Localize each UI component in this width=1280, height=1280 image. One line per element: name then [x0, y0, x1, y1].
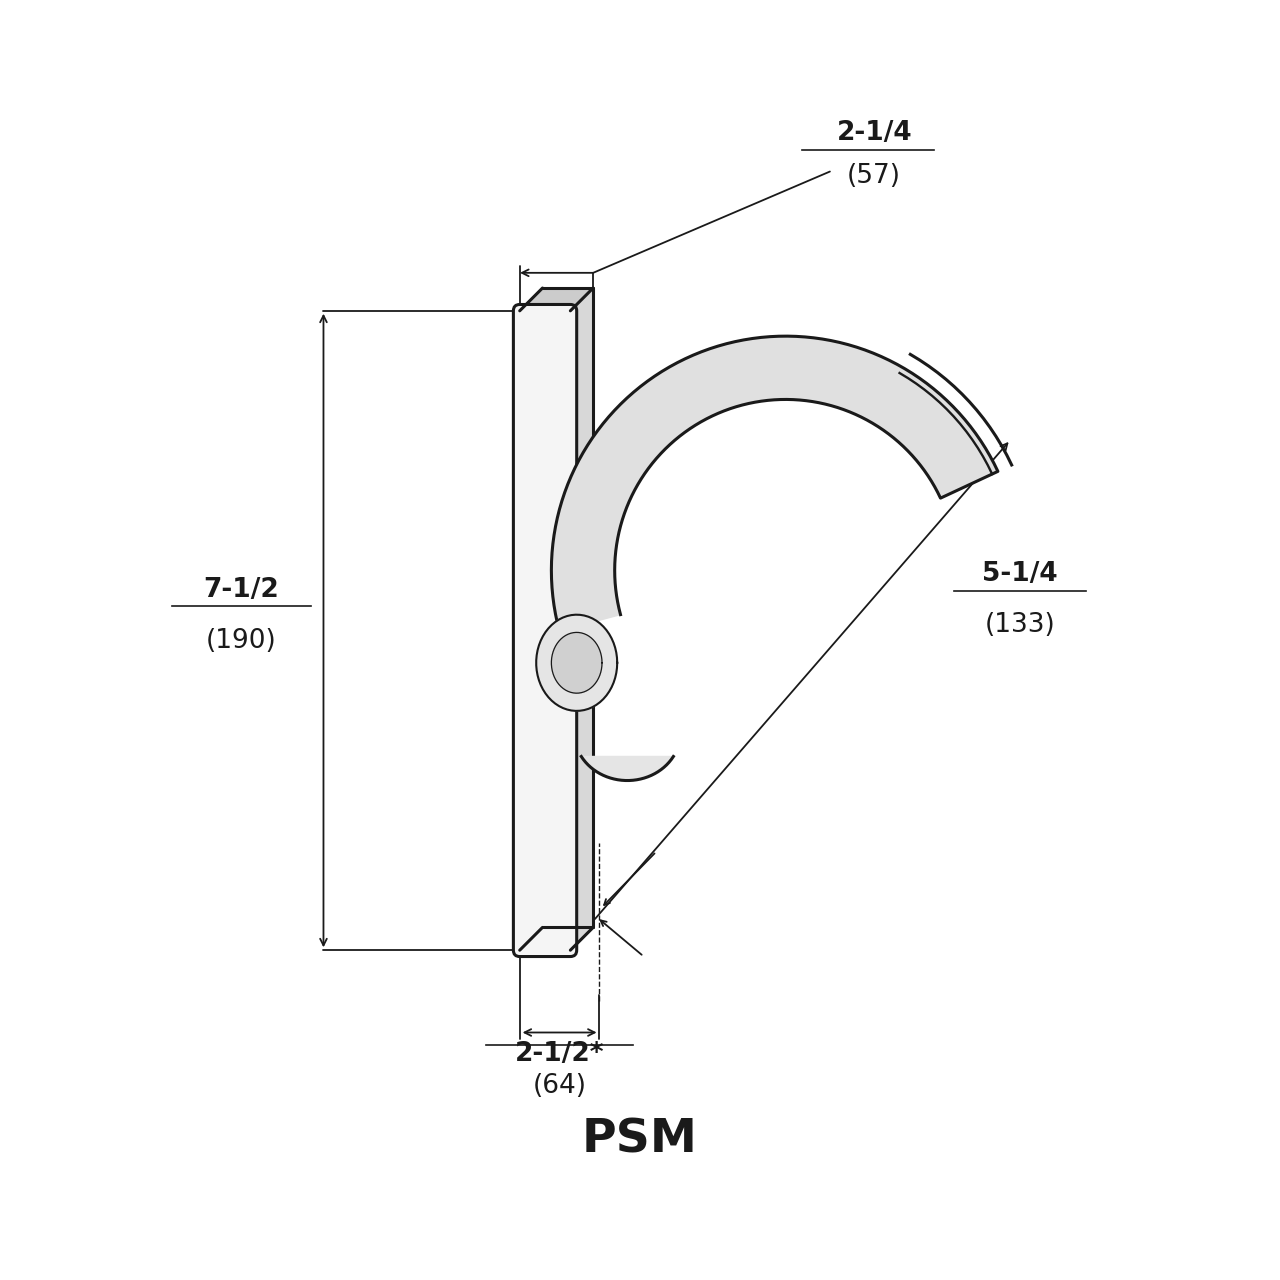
Text: 5-1/4: 5-1/4 — [982, 561, 1057, 586]
Polygon shape — [552, 632, 602, 694]
Text: 2-1/2*: 2-1/2* — [515, 1042, 604, 1068]
Polygon shape — [552, 337, 998, 631]
Text: 2-1/4: 2-1/4 — [836, 120, 913, 146]
Text: (64): (64) — [532, 1073, 586, 1100]
Text: PSM: PSM — [582, 1117, 698, 1162]
Polygon shape — [581, 756, 673, 781]
FancyBboxPatch shape — [513, 305, 577, 956]
Text: (190): (190) — [206, 628, 276, 654]
Polygon shape — [571, 288, 593, 950]
Polygon shape — [536, 614, 617, 710]
Polygon shape — [520, 288, 593, 311]
Text: (57): (57) — [847, 163, 901, 188]
Text: (133): (133) — [984, 612, 1055, 639]
Polygon shape — [520, 928, 593, 950]
Text: 7-1/2: 7-1/2 — [204, 577, 279, 603]
